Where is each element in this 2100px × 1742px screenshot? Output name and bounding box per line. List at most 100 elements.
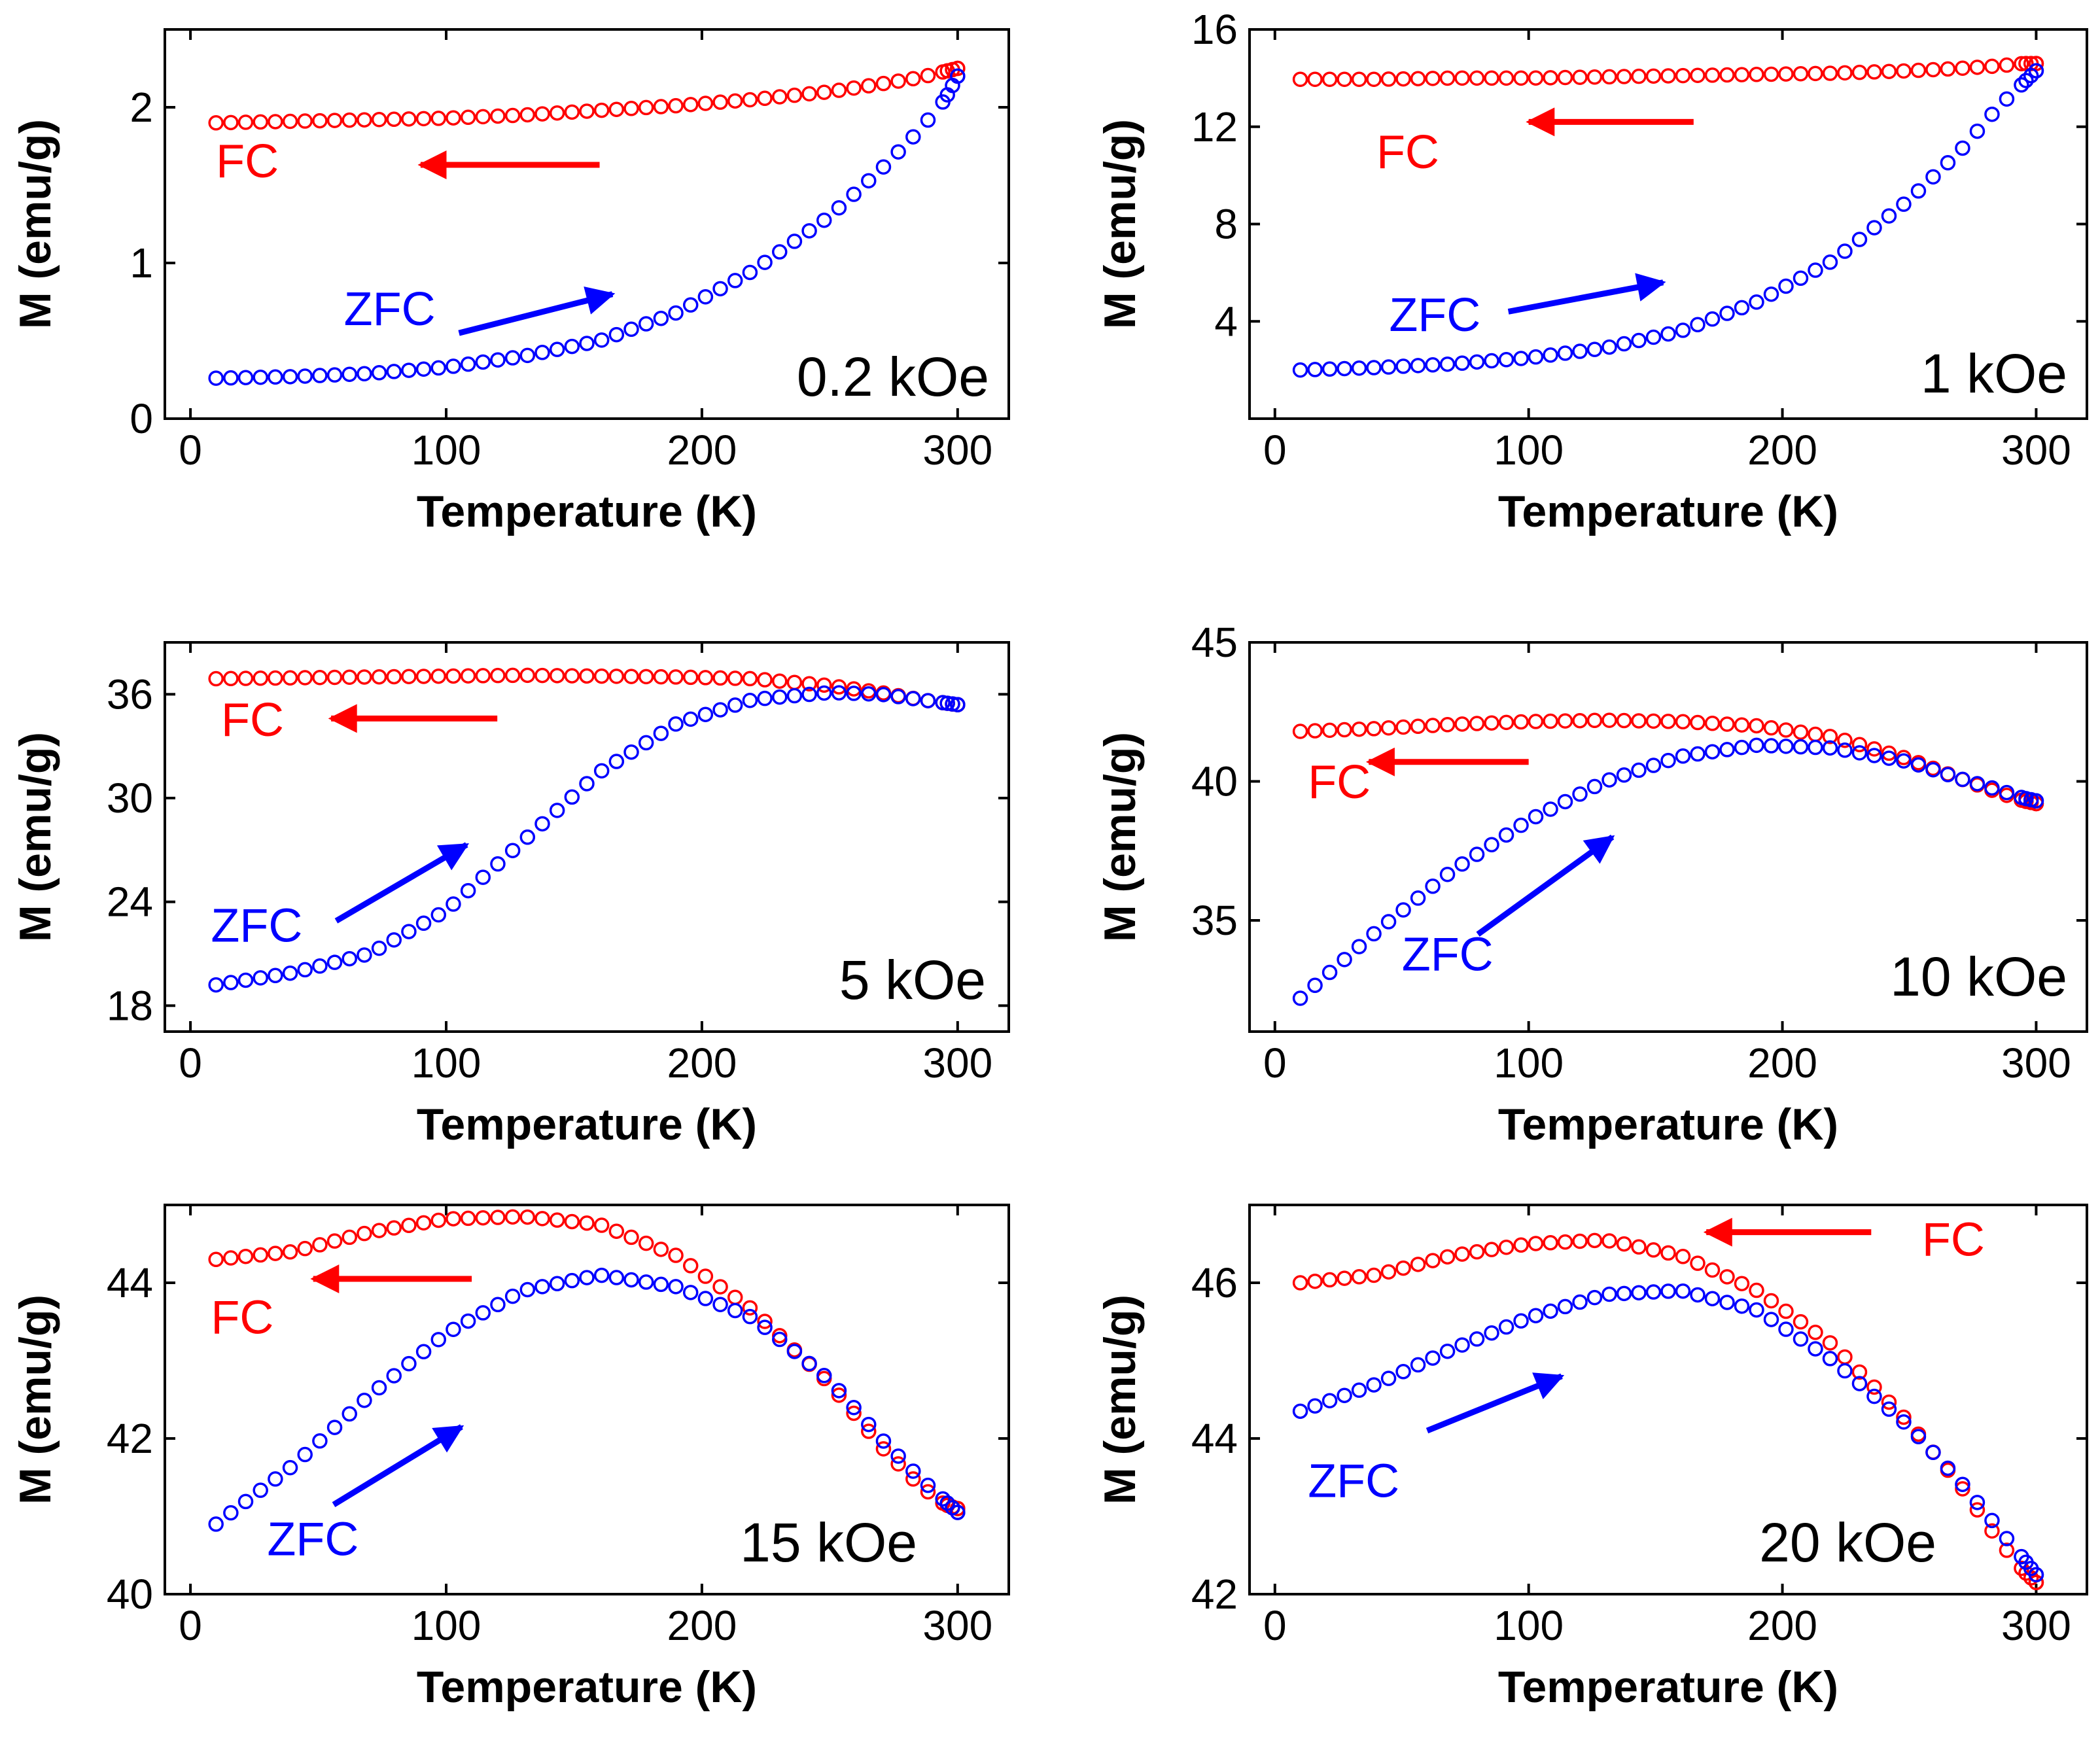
data-point-fc xyxy=(831,1387,847,1403)
data-point-zfc xyxy=(490,856,506,872)
data-point-zfc xyxy=(1557,345,1573,361)
data-point-zfc xyxy=(357,1392,372,1408)
data-point-fc xyxy=(638,1235,654,1251)
data-point-fc xyxy=(490,667,506,684)
data-point-zfc xyxy=(1337,952,1352,967)
data-point-zfc xyxy=(1690,746,1706,762)
data-point-zfc xyxy=(1337,360,1352,377)
data-point-fc xyxy=(430,1212,447,1228)
data-point-zfc xyxy=(1851,745,1868,761)
data-point-fc xyxy=(1572,712,1588,729)
data-point-zfc xyxy=(1645,329,1662,345)
chart-panel-6: 0 100 200 300 42 44 46 Temperature (K) M (emu/g)… xyxy=(1095,1204,2088,1712)
data-point-fc xyxy=(771,89,788,105)
data-point-fc xyxy=(1380,720,1397,736)
data-point-fc xyxy=(1601,69,1617,85)
data-point-zfc xyxy=(490,352,506,368)
data-point-zfc xyxy=(401,1355,417,1372)
data-point-fc xyxy=(1572,69,1588,85)
data-point-fc xyxy=(786,674,803,690)
y-tick-label: 42 xyxy=(1191,1571,1238,1618)
data-point-zfc xyxy=(1572,786,1588,802)
data-point-fc xyxy=(386,1220,402,1236)
data-point-fc xyxy=(1690,1255,1706,1271)
data-point-fc xyxy=(1586,712,1603,729)
data-point-fc xyxy=(920,67,936,84)
data-point-zfc xyxy=(460,882,476,899)
data-point-zfc xyxy=(1528,349,1544,365)
data-point-fc xyxy=(653,669,669,685)
data-point-fc xyxy=(430,111,447,126)
data-point-fc xyxy=(519,667,536,684)
data-point-fc xyxy=(1543,713,1558,729)
data-point-fc xyxy=(816,84,832,100)
data-point-fc xyxy=(905,71,921,87)
data-point-fc xyxy=(371,1223,387,1238)
data-point-zfc xyxy=(890,1448,906,1464)
data-point-fc xyxy=(1822,65,1838,81)
data-point-fc xyxy=(312,113,328,129)
y-axis-label: M (emu/g) xyxy=(10,732,60,942)
data-point-zfc xyxy=(682,711,699,727)
zfc-arrow xyxy=(334,842,470,924)
data-point-fc xyxy=(1337,722,1352,738)
data-point-zfc xyxy=(593,332,610,348)
data-point-zfc xyxy=(697,288,714,305)
data-point-zfc xyxy=(1425,357,1441,373)
zfc-label: ZFC xyxy=(1308,1455,1399,1507)
y-tick-label: 44 xyxy=(1191,1415,1238,1462)
data-point-zfc xyxy=(297,1446,313,1463)
data-point-fc xyxy=(1351,721,1367,737)
fc-label: FC xyxy=(211,1291,273,1344)
series-zfc xyxy=(1292,63,2044,378)
data-point-zfc xyxy=(1955,771,1970,788)
data-point-zfc xyxy=(623,321,639,338)
data-point-fc xyxy=(534,1211,550,1227)
data-point-zfc xyxy=(430,360,447,376)
data-point-zfc xyxy=(371,1380,387,1396)
data-point-fc xyxy=(1940,61,1956,77)
data-point-zfc xyxy=(223,370,239,386)
fc-label: FC xyxy=(1922,1213,1985,1266)
data-point-zfc xyxy=(757,690,773,706)
x-tick-label: 100 xyxy=(1494,1602,1564,1649)
data-point-zfc xyxy=(742,1308,758,1325)
data-point-zfc xyxy=(549,803,565,818)
data-point-zfc xyxy=(1410,358,1426,374)
x-tick-label: 0 xyxy=(179,1039,202,1087)
data-point-zfc xyxy=(2028,793,2044,809)
data-point-zfc xyxy=(638,1274,654,1290)
data-point-zfc xyxy=(1940,155,1956,171)
data-point-zfc xyxy=(697,706,714,722)
data-point-fc xyxy=(861,78,877,94)
data-point-fc xyxy=(1749,718,1764,734)
data-point-zfc xyxy=(1557,1298,1573,1315)
data-point-zfc xyxy=(861,1416,877,1433)
data-point-zfc xyxy=(386,364,402,379)
data-point-zfc xyxy=(1999,1531,2015,1546)
data-point-zfc xyxy=(786,234,803,249)
data-point-zfc xyxy=(386,1368,402,1384)
data-point-fc xyxy=(1660,714,1676,729)
data-point-fc xyxy=(1645,1242,1662,1258)
data-point-fc xyxy=(371,669,387,685)
y-tick-label: 45 xyxy=(1191,619,1238,666)
data-point-zfc xyxy=(1690,1287,1706,1303)
data-point-fc xyxy=(1410,718,1426,735)
data-point-zfc xyxy=(1910,183,1927,199)
data-point-fc xyxy=(268,114,283,130)
data-point-fc xyxy=(415,111,432,127)
data-point-fc xyxy=(1307,71,1323,87)
data-point-zfc xyxy=(846,1399,862,1416)
data-point-fc xyxy=(1719,716,1735,732)
data-point-fc xyxy=(1454,716,1470,732)
data-point-zfc xyxy=(1586,1289,1603,1306)
data-point-zfc xyxy=(1734,739,1750,756)
data-point-zfc xyxy=(905,1463,921,1479)
data-point-zfc xyxy=(1866,1388,1882,1404)
data-point-fc xyxy=(1969,1502,1986,1518)
data-point-zfc xyxy=(831,1383,847,1399)
data-point-fc xyxy=(504,107,521,124)
x-tick-label: 300 xyxy=(922,427,992,474)
data-point-fc xyxy=(208,671,224,687)
